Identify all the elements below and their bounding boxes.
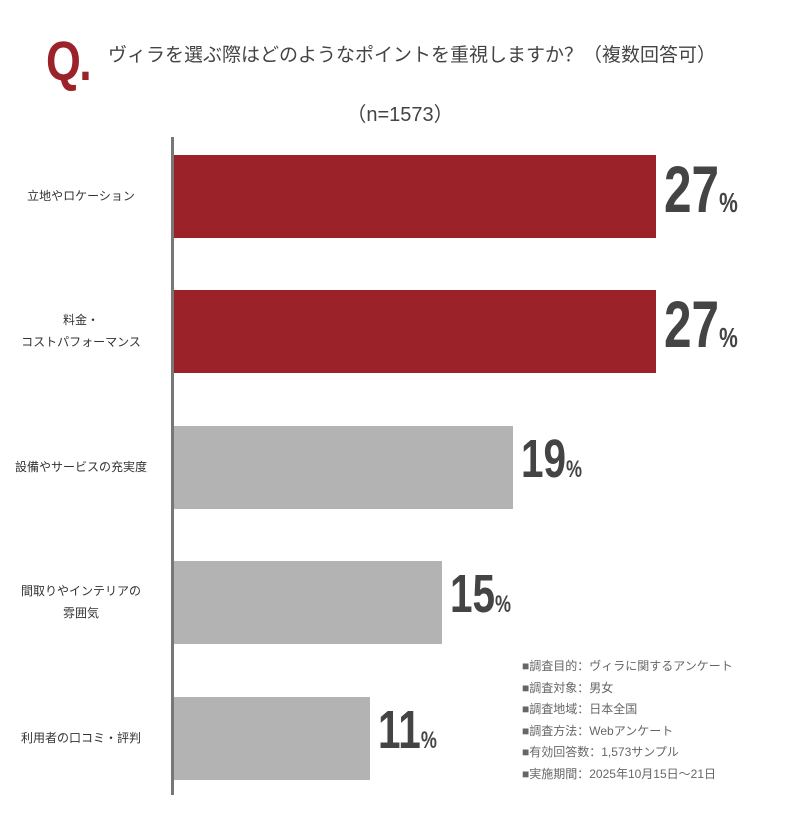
category-label: 立地やロケーション bbox=[27, 189, 135, 203]
percent-sign: % bbox=[566, 456, 583, 483]
category-label: 設備やサービスの充実度 bbox=[14, 460, 147, 474]
bar bbox=[174, 426, 514, 509]
chart-title: ヴィラを選ぶ際はどのようなポイントを重視しますか？（複数回答可） bbox=[108, 45, 717, 66]
percent-sign: % bbox=[421, 727, 438, 754]
percent-sign: % bbox=[719, 322, 738, 353]
value-number: 27 bbox=[664, 287, 720, 361]
category-label: 間取りやインテリアの 雰囲気 bbox=[20, 584, 141, 620]
value-number: 11 bbox=[378, 700, 422, 760]
value-number: 15 bbox=[449, 564, 495, 624]
data-label: 19% bbox=[521, 428, 582, 490]
data-label: 27% bbox=[664, 151, 738, 227]
bar bbox=[174, 561, 442, 644]
percent-sign: % bbox=[719, 187, 738, 218]
value-number: 19 bbox=[521, 429, 567, 489]
y-axis-line bbox=[171, 137, 174, 795]
note-line: ■有効回答数：1,573サンプル bbox=[522, 745, 679, 759]
note-line: ■調査対象：男女 bbox=[522, 680, 614, 695]
note-line: ■実施期間：2025年10月15日～21日 bbox=[522, 766, 716, 781]
survey-notes: ■調査目的：ヴィラに関するアンケート ■調査対象：男女 ■調査地域：日本全国 ■調査方… bbox=[522, 656, 733, 785]
percent-sign: % bbox=[494, 591, 511, 618]
note-line: ■調査目的：ヴィラに関するアンケート bbox=[522, 659, 733, 673]
q-mark: Q. bbox=[46, 29, 92, 92]
sample-size: （n=1573） bbox=[346, 104, 454, 126]
data-label: 11% bbox=[378, 699, 437, 761]
bar bbox=[174, 697, 371, 780]
category-label: 利用者の口コミ・評判 bbox=[20, 731, 141, 745]
data-label: 27% bbox=[664, 286, 738, 362]
bar bbox=[174, 155, 656, 238]
value-number: 27 bbox=[664, 152, 720, 226]
data-label: 15% bbox=[450, 563, 511, 625]
bar bbox=[174, 290, 656, 373]
note-line: ■調査方法：Webアンケート bbox=[522, 723, 674, 738]
category-label: 料金・ コストパフォーマンス bbox=[21, 313, 141, 349]
note-line: ■調査地域：日本全国 bbox=[522, 702, 638, 716]
